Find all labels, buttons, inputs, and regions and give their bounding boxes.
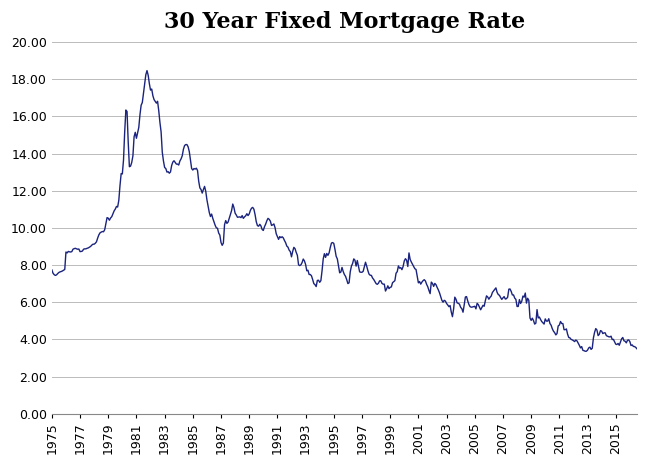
Title: 30 Year Fixed Mortgage Rate: 30 Year Fixed Mortgage Rate: [164, 11, 525, 33]
